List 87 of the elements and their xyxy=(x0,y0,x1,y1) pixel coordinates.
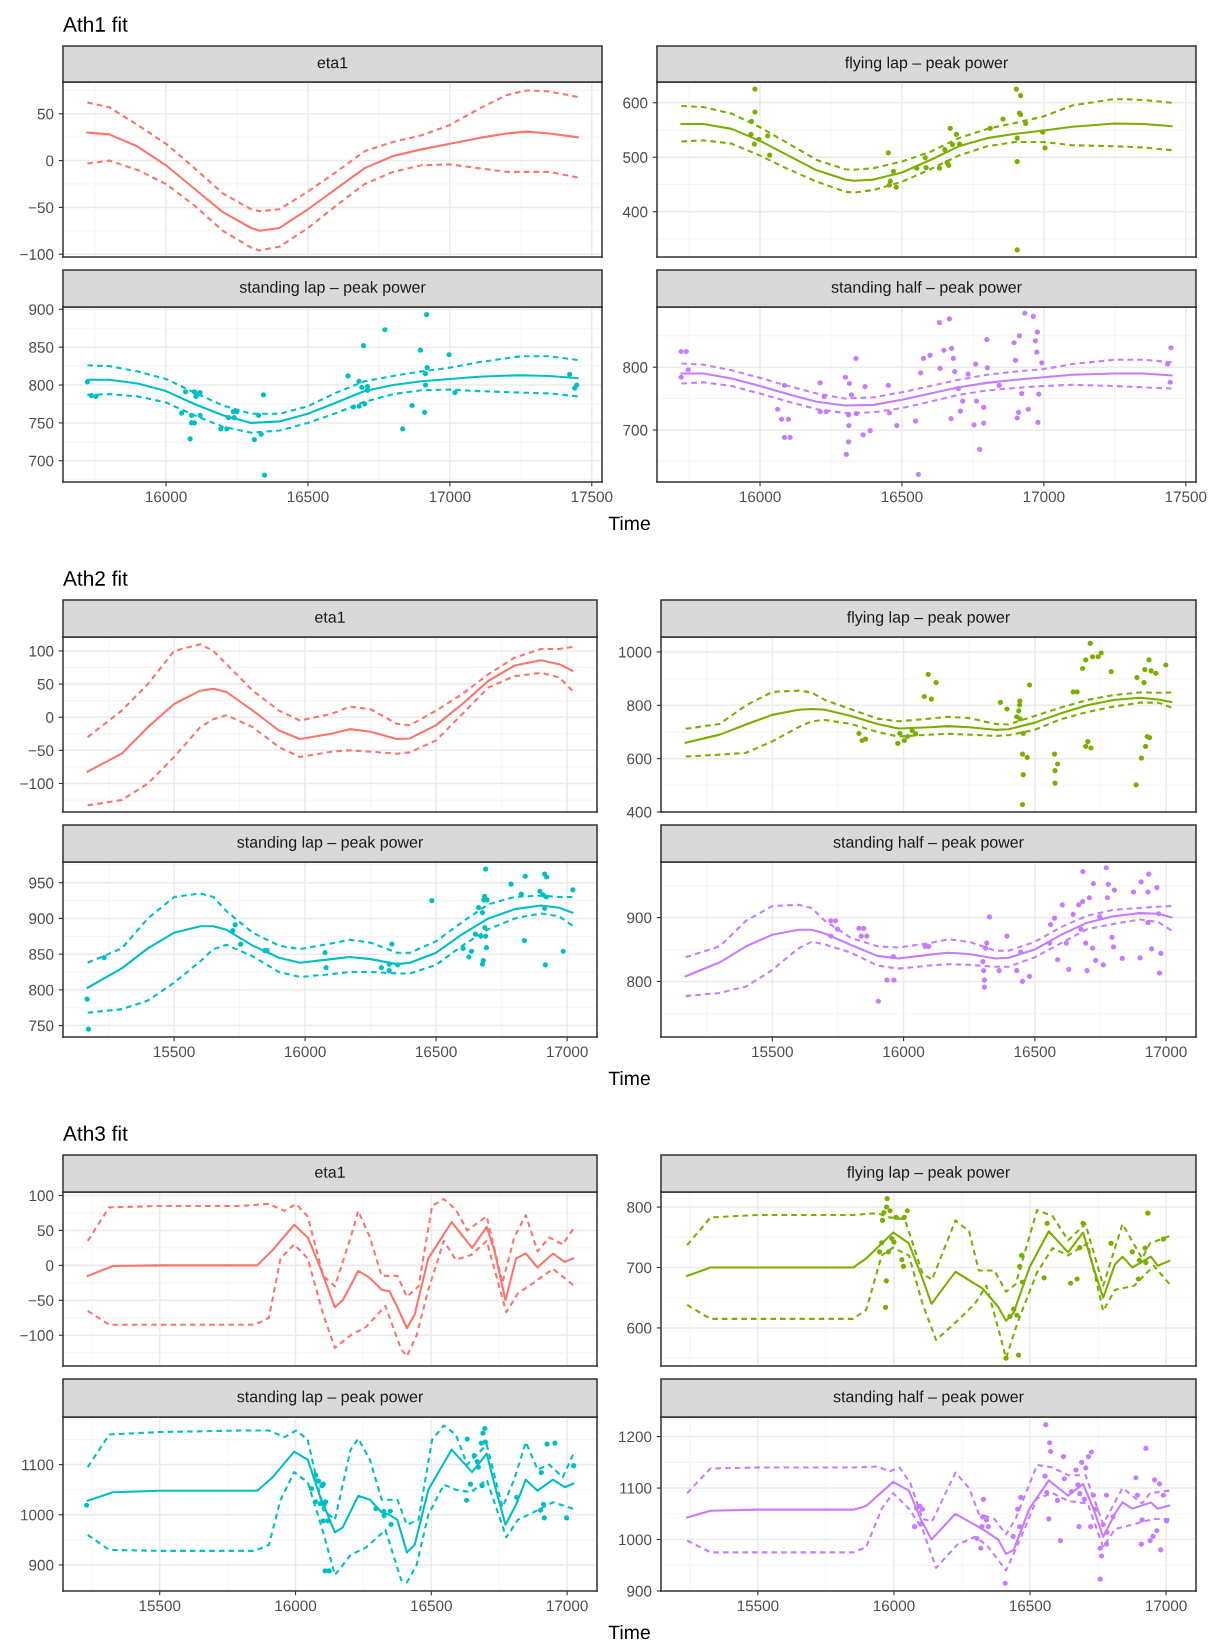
x-tick-label: 16000 xyxy=(739,491,781,503)
y-tick-label: 800 xyxy=(627,1201,652,1213)
x-tick-label: 16500 xyxy=(411,1600,452,1612)
y-tick-label: 50 xyxy=(37,108,54,120)
x-tick-label: 16500 xyxy=(881,491,923,503)
x-tick-label: 15500 xyxy=(752,1046,793,1058)
x-tick-label: 16000 xyxy=(275,1600,317,1612)
y-tick-label: 500 xyxy=(623,152,648,163)
y-tick-label: −50 xyxy=(28,1295,54,1306)
y-tick-label: 850 xyxy=(29,949,54,960)
chart-title: standing lap – peak power xyxy=(237,836,423,851)
y-tick-label: 600 xyxy=(627,1322,652,1334)
x-axis-title: Time xyxy=(608,1070,650,1086)
y-tick-label: 0 xyxy=(46,712,54,723)
y-tick-label: 1100 xyxy=(620,1482,652,1494)
chart-title: flying lap – peak power xyxy=(845,56,1008,72)
x-axis-title: Time xyxy=(608,1624,650,1640)
x-tick-label: 16000 xyxy=(883,1046,925,1058)
y-tick-label: 800 xyxy=(29,379,54,391)
y-tick-label: 800 xyxy=(627,700,652,711)
y-tick-label: −50 xyxy=(28,745,54,757)
x-tick-label: 16500 xyxy=(1009,1600,1051,1612)
chart-title: standing lap – peak power xyxy=(237,1390,423,1406)
y-tick-label: 600 xyxy=(627,753,652,765)
x-tick-label: 17000 xyxy=(1146,1046,1187,1058)
y-tick-label: 900 xyxy=(29,1559,54,1571)
y-tick-label: 100 xyxy=(29,645,54,657)
y-tick-label: 400 xyxy=(626,806,652,818)
y-tick-label: 1100 xyxy=(22,1459,54,1471)
y-tick-label: 900 xyxy=(627,912,652,924)
y-tick-label: 700 xyxy=(627,1262,652,1274)
chart-title: standing lap – peak power xyxy=(239,281,426,296)
y-tick-label: 1000 xyxy=(21,1509,54,1521)
chart-title: eta1 xyxy=(315,611,345,623)
chart-title: standing half – peak power xyxy=(833,1390,1024,1406)
y-tick-label: −100 xyxy=(20,778,54,790)
chart-title: standing half – peak power xyxy=(833,836,1024,851)
x-tick-label: 16000 xyxy=(873,1600,915,1612)
y-tick-label: 800 xyxy=(623,362,648,373)
y-tick-label: 950 xyxy=(29,877,54,889)
y-tick-label: 600 xyxy=(623,97,648,109)
y-tick-label: 750 xyxy=(29,1020,54,1032)
x-tick-label: 16000 xyxy=(285,1046,326,1058)
y-tick-label: 1000 xyxy=(619,646,652,658)
text: Ath1 fit xyxy=(63,16,128,32)
x-tick-label: 16500 xyxy=(287,491,329,503)
y-tick-label: 50 xyxy=(37,678,54,690)
y-tick-label: 900 xyxy=(627,1585,652,1597)
y-tick-label: 50 xyxy=(37,1225,54,1237)
text: Ath3 fit xyxy=(63,1125,128,1141)
x-tick-label: 17500 xyxy=(571,491,613,503)
y-tick-label: 900 xyxy=(29,304,54,315)
text: Ath2 fit xyxy=(63,570,128,586)
y-tick-label: 400 xyxy=(622,206,648,218)
y-tick-label: 750 xyxy=(29,417,54,429)
x-tick-label: 15500 xyxy=(139,1600,181,1612)
x-tick-label: 16500 xyxy=(1014,1046,1056,1058)
y-tick-label: 0 xyxy=(46,155,54,167)
y-tick-label: 700 xyxy=(623,424,648,436)
chart-title: flying lap – peak power xyxy=(847,611,1010,626)
y-tick-label: 1000 xyxy=(619,1534,652,1546)
chart-title: eta1 xyxy=(315,1166,345,1178)
y-tick-label: 800 xyxy=(29,984,54,996)
x-tick-label: 17000 xyxy=(1023,491,1065,503)
x-tick-label: 17000 xyxy=(547,1046,588,1058)
y-tick-label: 850 xyxy=(29,342,54,353)
x-tick-label: 17500 xyxy=(1165,491,1207,503)
y-tick-label: 100 xyxy=(29,1190,54,1202)
x-tick-label: 16500 xyxy=(416,1046,457,1058)
x-tick-label: 17000 xyxy=(1145,1600,1187,1612)
x-tick-label: 15500 xyxy=(737,1600,779,1612)
y-tick-label: 0 xyxy=(46,1260,54,1272)
y-tick-label: −100 xyxy=(20,249,54,260)
chart-title: flying lap – peak power xyxy=(847,1166,1010,1181)
x-tick-label: 17000 xyxy=(547,1600,588,1612)
y-tick-label: −50 xyxy=(28,202,54,214)
x-tick-label: 15500 xyxy=(154,1046,195,1058)
x-tick-label: 17000 xyxy=(429,491,471,503)
y-tick-label: 800 xyxy=(627,976,652,988)
y-tick-label: 700 xyxy=(29,455,54,467)
x-tick-label: 16000 xyxy=(145,491,187,503)
y-tick-label: 1200 xyxy=(619,1431,652,1443)
x-axis-title: Time xyxy=(608,515,650,531)
y-tick-label: −100 xyxy=(20,1330,54,1341)
chart-title: standing half – peak power xyxy=(831,281,1022,296)
chart-title: eta1 xyxy=(317,57,348,69)
y-tick-label: 900 xyxy=(29,913,54,925)
